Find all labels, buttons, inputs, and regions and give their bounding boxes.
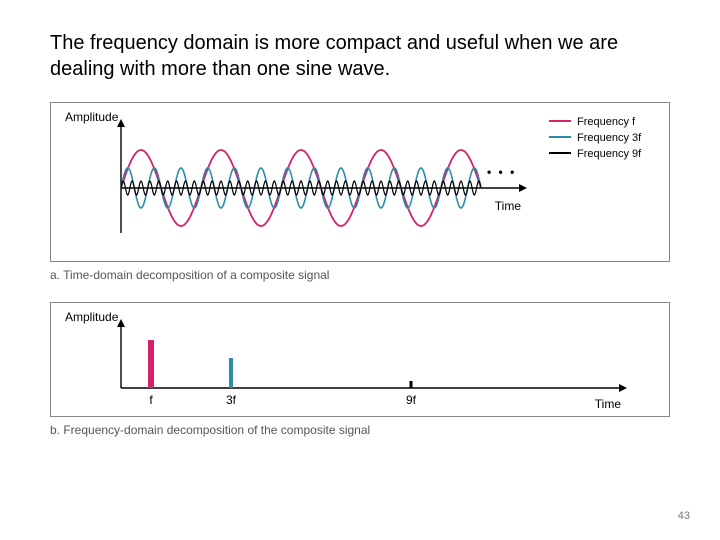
freq-tick-f: f	[149, 393, 153, 407]
panel-b-caption: b. Frequency-domain decomposition of the…	[50, 423, 670, 437]
freq-domain-panel: Amplitude Time f 3f 9f	[50, 302, 670, 417]
y-axis-label: Amplitude	[65, 110, 119, 124]
x-axis-arrow	[619, 384, 627, 392]
x-axis-arrow	[519, 184, 527, 192]
freq-bar-3f	[229, 358, 233, 388]
freq-bar-9f	[410, 381, 413, 388]
y-axis-label: Amplitude	[65, 310, 119, 324]
time-domain-panel: Amplitude Time • • • Frequency f Frequency 3…	[50, 102, 670, 262]
ellipsis: • • •	[487, 165, 516, 179]
panel-a-caption: a. Time-domain decomposition of a compos…	[50, 268, 670, 282]
page-number: 43	[678, 510, 690, 522]
x-axis-label: Time	[595, 397, 622, 411]
freq-domain-chart: Amplitude Time f 3f 9f	[51, 303, 669, 416]
slide-title: The frequency domain is more compact and…	[50, 30, 670, 82]
time-domain-chart: Amplitude Time • • • Frequency f Frequency 3…	[51, 103, 669, 261]
legend-label: Frequency f	[577, 116, 636, 128]
legend-label: Frequency 3f	[577, 132, 642, 144]
x-axis-label: Time	[495, 199, 522, 213]
freq-bar-f	[148, 340, 154, 388]
freq-tick-9f: 9f	[406, 393, 417, 407]
freq-tick-3f: 3f	[226, 393, 237, 407]
legend-label: Frequency 9f	[577, 148, 642, 160]
